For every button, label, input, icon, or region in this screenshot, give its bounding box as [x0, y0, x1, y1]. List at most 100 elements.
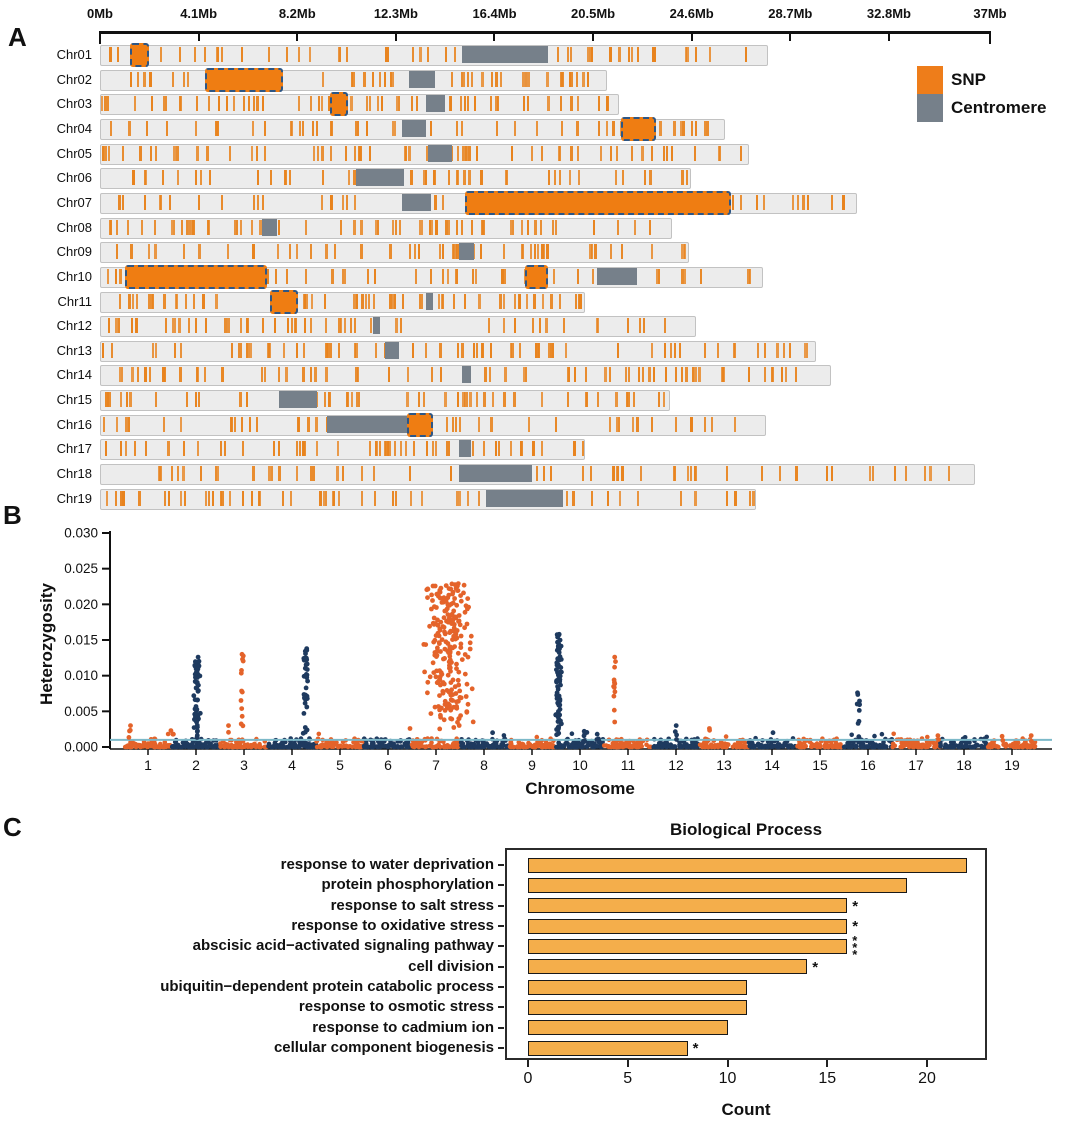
scatter-point — [441, 744, 447, 750]
snp-tick — [503, 268, 507, 284]
snp-tick — [354, 170, 357, 186]
scatter-point — [456, 716, 462, 721]
snp-tick — [540, 145, 543, 161]
snp-tick — [456, 219, 459, 235]
snp-tick — [258, 219, 262, 235]
scatter-point — [612, 654, 618, 660]
snp-tick — [477, 293, 481, 309]
snp-tick — [474, 96, 477, 112]
scatter-point — [379, 740, 385, 746]
snp-tick — [652, 47, 656, 62]
snp-tick — [231, 342, 234, 358]
snp-tick — [159, 47, 162, 62]
scatter-point — [450, 591, 455, 597]
snp-tick — [374, 268, 377, 284]
snp-tick — [523, 96, 526, 112]
scatter-point — [419, 744, 425, 749]
scatter-point — [612, 664, 617, 670]
snp-tick — [671, 145, 674, 161]
snp-tick — [405, 145, 408, 161]
snp-tick — [395, 490, 398, 506]
snp-tick — [227, 318, 231, 334]
snp-tick — [421, 219, 424, 235]
x-tick-label: 12 — [668, 757, 684, 773]
snp-tick — [734, 416, 737, 432]
snp-tick — [162, 416, 165, 432]
chromosome-bar — [100, 67, 608, 92]
scatter-point — [891, 731, 896, 737]
chromosome-bar — [100, 143, 750, 165]
scatter-point — [872, 744, 878, 750]
snp-tick — [525, 293, 528, 309]
snp-tick — [303, 293, 307, 309]
scatter-point — [451, 725, 457, 730]
scatter-point — [447, 644, 453, 650]
count-axis-tick-label: 5 — [623, 1070, 633, 1087]
snp-tick — [456, 145, 459, 161]
snp-tick — [375, 219, 378, 235]
highlight-region — [269, 289, 298, 314]
snp-tick — [405, 392, 409, 408]
snp-tick — [193, 47, 196, 62]
scatter-point — [434, 605, 439, 610]
snp-tick — [333, 490, 336, 506]
snp-tick — [195, 96, 198, 112]
snp-tick — [372, 71, 375, 87]
scatter-point — [305, 678, 310, 684]
scatter-point — [444, 606, 450, 612]
snp-tick — [466, 96, 469, 112]
snp-tick — [176, 466, 179, 482]
snp-tick — [447, 170, 450, 186]
snp-tick — [393, 441, 396, 457]
y-tick-label: 0.000 — [64, 740, 98, 755]
chromosome-label: Chr01 — [56, 47, 92, 62]
snp-tick — [805, 342, 808, 358]
scatter-point — [763, 743, 768, 749]
snp-tick — [315, 120, 318, 136]
count-axis-tick-label: 0 — [523, 1070, 533, 1087]
snp-tick — [593, 219, 596, 235]
scatter-point — [454, 602, 460, 608]
scatter-point — [432, 583, 438, 589]
snp-tick — [694, 47, 697, 62]
centromere-block — [372, 317, 380, 335]
scatter-point — [972, 744, 977, 750]
scatter-point — [879, 731, 885, 737]
snp-tick — [674, 342, 677, 358]
scatter-point — [798, 744, 803, 750]
snp-tick — [544, 318, 548, 334]
scatter-point — [133, 742, 139, 747]
snp-tick — [434, 441, 437, 457]
snp-tick — [187, 219, 191, 235]
scatter-point — [857, 698, 862, 704]
snp-tick — [245, 342, 248, 358]
scatter-point — [432, 704, 438, 710]
snp-tick — [637, 47, 640, 62]
snp-tick — [617, 219, 620, 235]
snp-tick — [277, 441, 280, 457]
scatter-point — [454, 666, 459, 671]
snp-tick — [303, 441, 307, 457]
scatter-point — [813, 742, 819, 748]
bar-category-tick — [498, 884, 504, 887]
snp-tick — [167, 490, 170, 506]
x-tick-label: 1 — [144, 757, 152, 773]
snp-tick — [461, 71, 464, 87]
bar-category-tick — [498, 1006, 504, 1009]
scatter-point — [962, 735, 968, 740]
scatter-point — [982, 744, 987, 749]
scatter-point — [128, 741, 133, 746]
snp-tick — [368, 145, 371, 161]
snp-tick — [161, 170, 164, 186]
scatter-point — [301, 711, 307, 716]
scatter-point — [239, 668, 244, 673]
scatter-point — [240, 723, 246, 729]
scatter-point — [467, 640, 473, 646]
snp-tick — [321, 194, 323, 210]
snp-tick — [644, 170, 647, 186]
snp-tick — [170, 219, 173, 235]
snp-tick — [298, 416, 301, 432]
snp-tick — [460, 219, 463, 235]
snp-tick — [491, 71, 494, 87]
snp-tick — [548, 342, 551, 358]
